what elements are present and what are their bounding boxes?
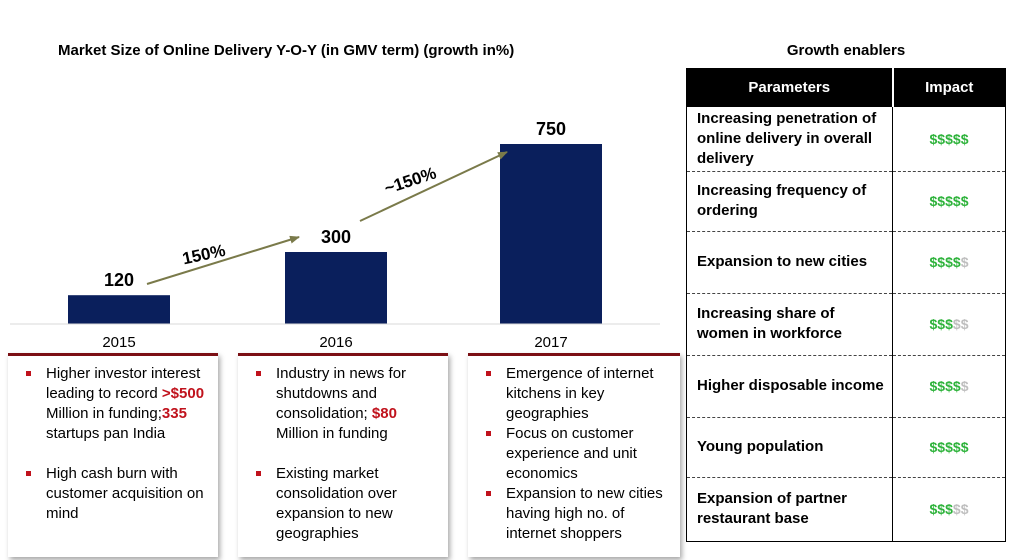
- bullet-text: High cash burn with customer acquisition…: [46, 465, 204, 522]
- dollar-empty-icon: $: [952, 501, 961, 517]
- dollar-empty-icon: $: [960, 316, 969, 332]
- dollar-filled-icon: $: [945, 316, 953, 332]
- dollar-filled-icon: $: [937, 130, 946, 147]
- note-bullet: Expansion to new cities having high no. …: [474, 484, 674, 544]
- parameter-cell: Higher disposable income: [686, 355, 893, 418]
- dollar-filled-icon: $: [960, 130, 969, 147]
- impact-rating: $$$$$: [892, 106, 1006, 172]
- market-size-bar-chart: 120 2015 300 2016 750 2017 150% ~150%: [10, 119, 660, 351]
- parameter-cell: Increasing penetration of online deliver…: [686, 106, 893, 172]
- dollar-filled-icon: $: [929, 254, 938, 270]
- dollar-filled-icon: $: [937, 193, 946, 209]
- dollar-filled-icon: $: [945, 130, 953, 147]
- growth-arrow-2016-2017: [359, 151, 508, 222]
- bullet-text: Expansion to new cities having high no. …: [506, 485, 663, 542]
- tick-label-2015: 2015: [102, 334, 135, 351]
- bar-2015: [68, 295, 170, 324]
- dollar-empty-icon: $: [960, 501, 969, 517]
- dollar-empty-icon: $: [960, 254, 969, 270]
- parameter-cell: Expansion to new cities: [686, 231, 893, 294]
- note-bullet: Industry in news for shutdowns and conso…: [244, 364, 442, 444]
- parameter-cell: Increasing share of women in workforce: [686, 293, 893, 356]
- bar-2016: [285, 252, 387, 324]
- note-box-2016: Industry in news for shutdowns and conso…: [238, 353, 448, 557]
- dollar-filled-icon: $: [945, 439, 953, 455]
- impact-rating: $$$$$: [892, 355, 1006, 418]
- growth-enablers-table: Parameters Impact Increasing penetration…: [686, 68, 1006, 542]
- impact-header: Impact: [892, 68, 1006, 107]
- parameters-header: Parameters: [686, 68, 894, 107]
- dollar-filled-icon: $: [960, 439, 969, 455]
- growth-arrow-2015-2016: [146, 235, 300, 285]
- bullet-text: Higher investor interest leading to reco…: [46, 365, 201, 402]
- note-bullet: Existing market consolidation over expan…: [244, 464, 442, 544]
- dollar-filled-icon: $: [937, 254, 946, 270]
- dollar-filled-icon: $: [945, 193, 953, 209]
- value-label-2017: 750: [536, 119, 566, 139]
- dollar-filled-icon: $: [945, 378, 953, 394]
- growth-label-2015-2016: 150%: [181, 241, 227, 269]
- dollar-filled-icon: $: [945, 254, 953, 270]
- dollar-filled-icon: $: [929, 130, 938, 147]
- dollar-filled-icon: $: [960, 193, 969, 209]
- dollar-filled-icon: $: [929, 378, 938, 394]
- table-row: Increasing frequency of ordering $$$$$: [686, 171, 1006, 232]
- bullet-text: Existing market consolidation over expan…: [276, 465, 397, 542]
- note-box-2015: Higher investor interest leading to reco…: [8, 353, 218, 557]
- dollar-filled-icon: $: [937, 501, 946, 517]
- highlight-figure: $80: [371, 405, 397, 422]
- dollar-filled-icon: $: [929, 439, 938, 455]
- impact-rating: $$$$$: [892, 293, 1006, 356]
- dollar-filled-icon: $: [952, 130, 961, 147]
- table-header-row: Parameters Impact: [686, 68, 1006, 107]
- dollar-filled-icon: $: [937, 439, 946, 455]
- growth-enablers-title: Growth enablers: [786, 42, 906, 59]
- impact-rating: $$$$$: [892, 417, 1006, 478]
- bullet-text: Focus on customer experience and unit ec…: [506, 425, 637, 482]
- tick-label-2016: 2016: [319, 334, 352, 351]
- highlight-figure: >$500: [161, 385, 205, 402]
- dollar-filled-icon: $: [952, 378, 961, 394]
- impact-rating: $$$$$: [892, 231, 1006, 294]
- note-bullet: Focus on customer experience and unit ec…: [474, 424, 674, 484]
- dollar-empty-icon: $: [952, 316, 961, 332]
- table-row: Young population $$$$$: [686, 417, 1006, 478]
- bullet-text: Emergence of internet kitchens in key ge…: [506, 365, 654, 422]
- dollar-filled-icon: $: [929, 316, 938, 332]
- bullet-text: Industry in news for shutdowns and conso…: [276, 365, 407, 422]
- note-box-2017: Emergence of internet kitchens in key ge…: [468, 353, 680, 557]
- parameter-cell: Young population: [686, 417, 893, 478]
- table-row: Increasing share of women in workforce $$…: [686, 293, 1006, 356]
- dollar-filled-icon: $: [952, 193, 961, 209]
- impact-rating: $$$$$: [892, 171, 1006, 232]
- dollar-empty-icon: $: [960, 378, 969, 394]
- chart-title: Market Size of Online Delivery Y-O-Y (in…: [58, 42, 515, 59]
- note-bullet: High cash burn with customer acquisition…: [14, 464, 212, 524]
- parameter-cell: Expansion of partner restaurant base: [697, 490, 848, 527]
- table-row: Expansion to new cities $$$$$: [686, 231, 1006, 294]
- table-row: Expansion of partner restaurant base $$$$…: [687, 477, 1006, 541]
- bullet-text: Million in funding: [276, 425, 388, 442]
- bar-2017: [500, 144, 602, 324]
- parameter-cell: Increasing frequency of ordering: [686, 171, 893, 232]
- note-bullet: Higher investor interest leading to reco…: [14, 364, 212, 444]
- value-label-2016: 300: [321, 227, 351, 247]
- impact-rating: $$$$$: [892, 477, 1006, 541]
- value-label-2015: 120: [104, 270, 134, 290]
- dollar-filled-icon: $: [937, 378, 946, 394]
- bullet-text: Million in funding;: [46, 405, 162, 422]
- tick-label-2017: 2017: [534, 334, 567, 351]
- dollar-filled-icon: $: [945, 501, 953, 517]
- dollar-filled-icon: $: [952, 439, 961, 455]
- bullet-text: startups pan India: [46, 425, 166, 442]
- dollar-filled-icon: $: [937, 316, 946, 332]
- growth-label-2016-2017: ~150%: [382, 163, 439, 198]
- dollar-filled-icon: $: [929, 501, 938, 517]
- dollar-filled-icon: $: [929, 193, 938, 209]
- highlight-figure: 335: [161, 405, 187, 422]
- dollar-filled-icon: $: [952, 254, 961, 270]
- note-bullet: Emergence of internet kitchens in key ge…: [474, 364, 674, 424]
- table-row: Increasing penetration of online deliver…: [686, 106, 1006, 172]
- table-row: Higher disposable income $$$$$: [686, 355, 1006, 418]
